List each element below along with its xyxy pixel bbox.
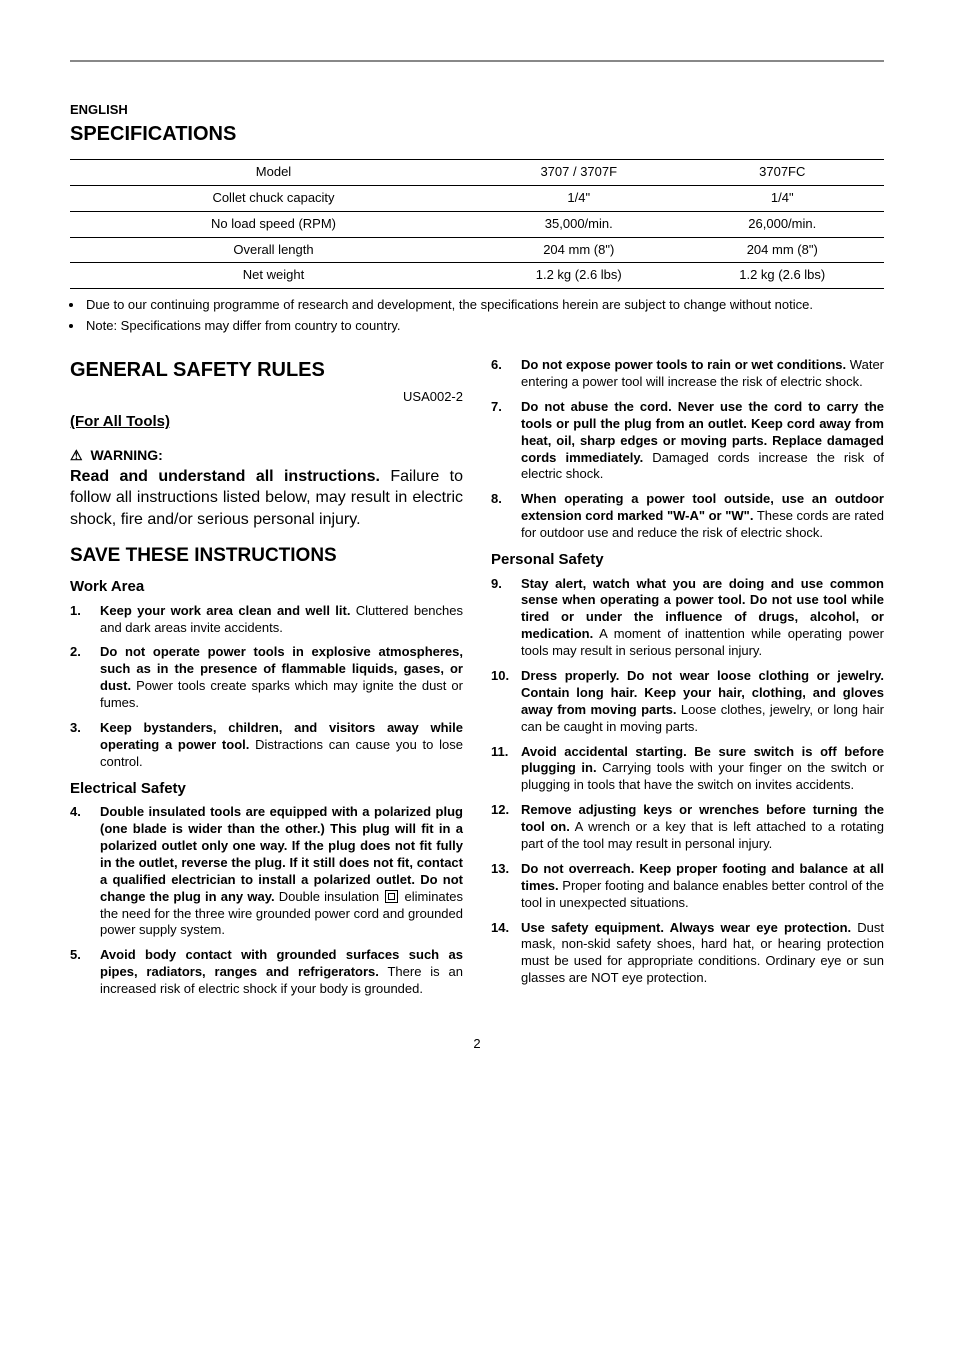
electrical-safety-subheading: Electrical Safety (70, 779, 463, 799)
specifications-table: Model 3707 / 3707F 3707FC Collet chuck c… (70, 159, 884, 289)
language-label: ENGLISH (70, 102, 884, 119)
list-item: Note: Specifications may differ from cou… (84, 318, 884, 335)
right-column: Do not expose power tools to rain or wet… (491, 357, 884, 1006)
spec-header-cell: 3707 / 3707F (477, 159, 681, 185)
spec-cell: 1.2 kg (2.6 lbs) (477, 263, 681, 289)
table-row: Collet chuck capacity 1/4" 1/4" (70, 185, 884, 211)
rule-bold: Use safety equipment. Always wear eye pr… (521, 920, 851, 935)
spec-cell: Net weight (70, 263, 477, 289)
spec-cell: 1/4" (681, 185, 885, 211)
table-row: No load speed (RPM) 35,000/min. 26,000/m… (70, 211, 884, 237)
list-item: Do not abuse the cord. Never use the cor… (491, 399, 884, 483)
rule-text-pre: Double insulation (275, 889, 384, 904)
personal-rules: Stay alert, watch what you are doing and… (491, 576, 884, 988)
warning-triangle-icon: ⚠ (70, 446, 83, 464)
personal-safety-subheading: Personal Safety (491, 550, 884, 570)
spec-cell: Collet chuck capacity (70, 185, 477, 211)
warning-lead-paragraph: Read and understand all instructions. Fa… (70, 466, 463, 531)
electrical-rules-continued: Do not expose power tools to rain or wet… (491, 357, 884, 542)
general-safety-heading: GENERAL SAFETY RULES (70, 357, 463, 383)
list-item: Due to our continuing programme of resea… (84, 297, 884, 314)
rule-bold: Keep your work area clean and well lit. (100, 603, 350, 618)
left-column: GENERAL SAFETY RULES USA002-2 (For All T… (70, 357, 463, 1006)
spec-cell: 1/4" (477, 185, 681, 211)
list-item: Avoid body contact with grounded surface… (70, 947, 463, 998)
specifications-heading: SPECIFICATIONS (70, 121, 884, 147)
spec-cell: Overall length (70, 237, 477, 263)
list-item: Do not operate power tools in explosive … (70, 644, 463, 712)
work-area-rules: Keep your work area clean and well lit. … (70, 603, 463, 771)
table-row: Net weight 1.2 kg (2.6 lbs) 1.2 kg (2.6 … (70, 263, 884, 289)
save-instructions-heading: SAVE THESE INSTRUCTIONS (70, 544, 463, 569)
spec-notes-list: Due to our continuing programme of resea… (70, 289, 884, 335)
page-number: 2 (70, 1036, 884, 1053)
document-code: USA002-2 (70, 389, 463, 406)
electrical-rules: Double insulated tools are equipped with… (70, 804, 463, 998)
spec-header-cell: Model (70, 159, 477, 185)
list-item: Use safety equipment. Always wear eye pr… (491, 920, 884, 988)
spec-cell: No load speed (RPM) (70, 211, 477, 237)
warning-lead-bold: Read and understand all instructions. (70, 468, 380, 485)
list-item: Dress properly. Do not wear loose clothi… (491, 668, 884, 736)
warning-label-text: WARNING: (90, 447, 162, 463)
list-item: Do not overreach. Keep proper footing an… (491, 861, 884, 912)
spec-cell: 26,000/min. (681, 211, 885, 237)
list-item: Keep your work area clean and well lit. … (70, 603, 463, 637)
list-item: When operating a power tool outside, use… (491, 491, 884, 542)
spec-header-cell: 3707FC (681, 159, 885, 185)
rule-text: Proper footing and balance enables bette… (521, 878, 884, 910)
spec-cell: 35,000/min. (477, 211, 681, 237)
warning-heading: ⚠ WARNING: (70, 446, 463, 464)
for-all-tools-label: (For All Tools) (70, 412, 463, 432)
list-item: Stay alert, watch what you are doing and… (491, 576, 884, 660)
list-item: Remove adjusting keys or wrenches before… (491, 802, 884, 853)
rule-text: Power tools create sparks which may igni… (100, 678, 463, 710)
table-row: Overall length 204 mm (8") 204 mm (8") (70, 237, 884, 263)
table-row: Model 3707 / 3707F 3707FC (70, 159, 884, 185)
list-item: Keep bystanders, children, and visitors … (70, 720, 463, 771)
spec-cell: 1.2 kg (2.6 lbs) (681, 263, 885, 289)
spec-cell: 204 mm (8") (681, 237, 885, 263)
header-divider (70, 60, 884, 62)
rule-text: A wrench or a key that is left attached … (521, 819, 884, 851)
list-item: Double insulated tools are equipped with… (70, 804, 463, 939)
list-item: Do not expose power tools to rain or wet… (491, 357, 884, 391)
two-column-body: GENERAL SAFETY RULES USA002-2 (For All T… (70, 357, 884, 1006)
double-insulation-icon (385, 890, 398, 903)
spec-cell: 204 mm (8") (477, 237, 681, 263)
rule-bold: Do not expose power tools to rain or wet… (521, 357, 846, 372)
list-item: Avoid accidental starting. Be sure switc… (491, 744, 884, 795)
work-area-subheading: Work Area (70, 577, 463, 597)
